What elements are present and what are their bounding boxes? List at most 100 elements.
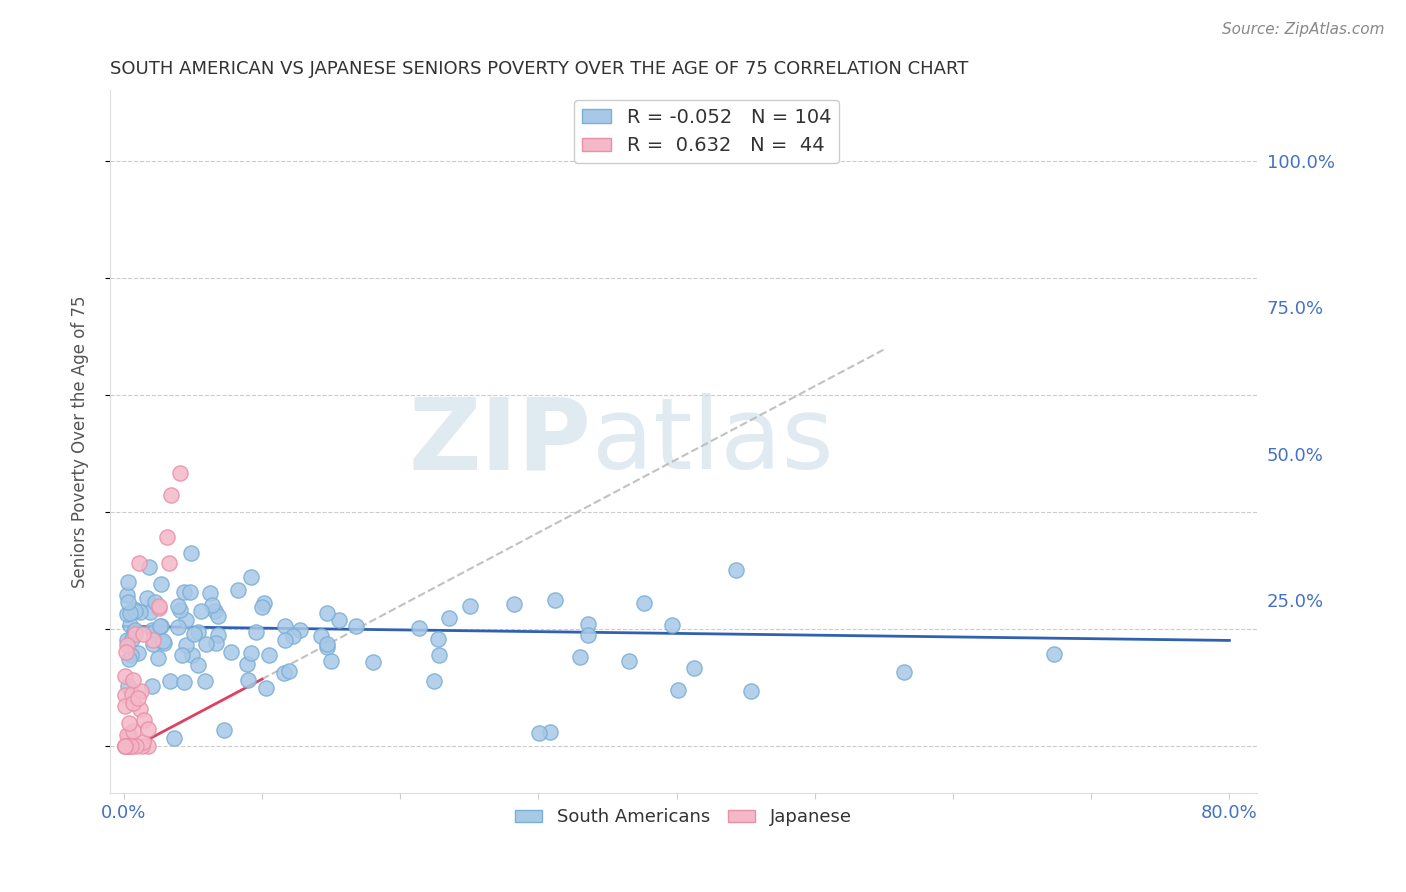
Point — [141, 679, 163, 693]
Point — [544, 592, 567, 607]
Point — [173, 674, 195, 689]
Point — [141, 624, 163, 638]
Point — [316, 640, 339, 654]
Point — [146, 651, 169, 665]
Point — [125, 739, 148, 754]
Point — [170, 648, 193, 663]
Point — [321, 654, 343, 668]
Point — [363, 655, 385, 669]
Point — [288, 623, 311, 637]
Point — [259, 648, 281, 662]
Point — [117, 739, 139, 754]
Point — [115, 607, 138, 621]
Point — [253, 596, 276, 610]
Point — [120, 648, 142, 663]
Point — [236, 673, 259, 687]
Point — [121, 632, 143, 647]
Point — [529, 726, 551, 740]
Point — [423, 673, 446, 688]
Point — [142, 624, 165, 639]
Point — [236, 657, 259, 672]
Point — [131, 739, 153, 754]
Point — [145, 595, 167, 609]
Point — [344, 618, 367, 632]
Point — [122, 624, 145, 639]
Point — [176, 613, 198, 627]
Point — [893, 665, 915, 680]
Point — [118, 716, 141, 731]
Point — [114, 739, 136, 754]
Point — [132, 734, 155, 748]
Point — [117, 638, 139, 652]
Point — [117, 739, 139, 754]
Point — [128, 556, 150, 570]
Point — [142, 637, 165, 651]
Point — [207, 628, 229, 642]
Point — [148, 599, 170, 613]
Point — [138, 606, 160, 620]
Point — [725, 563, 748, 577]
Point — [274, 619, 297, 633]
Point — [118, 651, 141, 665]
Point — [117, 739, 139, 754]
Point — [250, 600, 273, 615]
Point — [114, 739, 136, 754]
Point — [117, 575, 139, 590]
Point — [226, 582, 249, 597]
Point — [136, 722, 159, 736]
Point — [169, 603, 191, 617]
Point — [127, 646, 149, 660]
Point — [122, 602, 145, 616]
Point — [179, 585, 201, 599]
Point — [408, 621, 430, 635]
Point — [173, 585, 195, 599]
Point — [274, 632, 297, 647]
Point — [195, 637, 218, 651]
Point — [190, 604, 212, 618]
Text: Source: ZipAtlas.com: Source: ZipAtlas.com — [1222, 22, 1385, 37]
Legend: South Americans, Japanese: South Americans, Japanese — [508, 801, 859, 833]
Point — [128, 605, 150, 619]
Point — [155, 530, 177, 544]
Point — [115, 633, 138, 648]
Point — [138, 560, 160, 574]
Point — [167, 599, 190, 613]
Point — [157, 556, 180, 570]
Point — [129, 683, 152, 698]
Point — [118, 727, 141, 741]
Point — [118, 606, 141, 620]
Point — [114, 739, 136, 754]
Point — [682, 660, 704, 674]
Point — [159, 488, 181, 502]
Y-axis label: Seniors Poverty Over the Age of 75: Seniors Poverty Over the Age of 75 — [72, 295, 89, 588]
Point — [277, 664, 299, 678]
Point — [124, 604, 146, 618]
Point — [219, 645, 242, 659]
Point — [427, 648, 450, 662]
Point — [117, 679, 139, 693]
Point — [115, 728, 138, 742]
Point — [281, 629, 304, 643]
Point — [427, 632, 450, 647]
Point — [198, 586, 221, 600]
Point — [115, 739, 138, 754]
Point — [118, 618, 141, 632]
Point — [124, 626, 146, 640]
Point — [538, 724, 561, 739]
Point — [328, 613, 350, 627]
Point — [240, 570, 263, 584]
Point — [240, 647, 263, 661]
Point — [254, 681, 277, 695]
Point — [128, 702, 150, 716]
Point — [315, 637, 337, 651]
Point — [114, 669, 136, 683]
Point — [114, 739, 136, 754]
Point — [136, 591, 159, 605]
Point — [187, 657, 209, 672]
Point — [212, 723, 235, 737]
Point — [122, 723, 145, 738]
Point — [162, 731, 184, 746]
Point — [201, 598, 224, 612]
Point — [439, 611, 461, 625]
Point — [114, 698, 136, 713]
